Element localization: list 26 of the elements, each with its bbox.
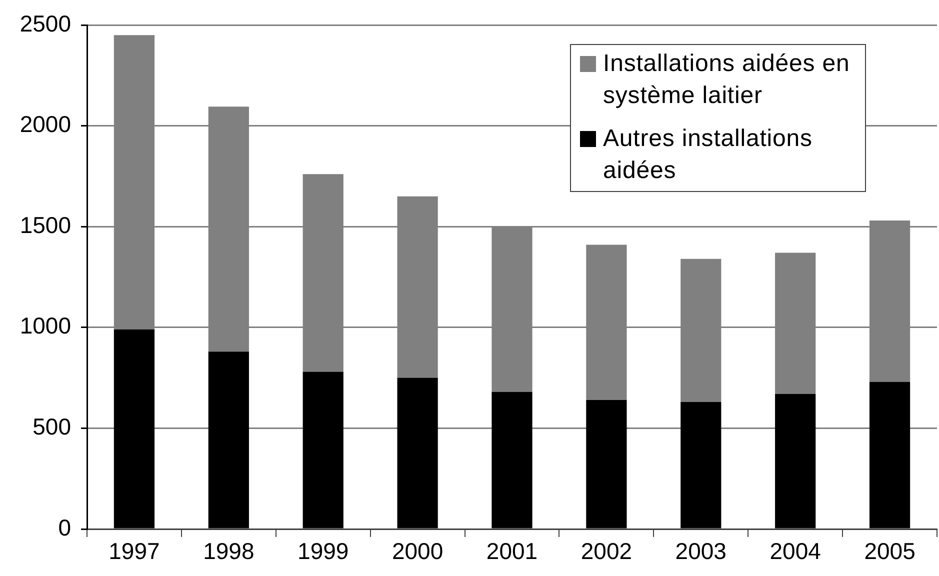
- bar: [492, 392, 532, 528]
- bar: [397, 378, 438, 528]
- legend-label: Autres installations aidées: [603, 124, 814, 186]
- y-tick-label: 500: [32, 414, 71, 440]
- y-tick-label: 2500: [20, 10, 71, 36]
- x-tick-label: 2001: [486, 538, 538, 564]
- y-tick-label: 1000: [20, 312, 71, 339]
- legend-label: Installations aidées en système laitier: [603, 49, 851, 111]
- bar: [586, 400, 627, 528]
- x-tick-label: 2005: [864, 538, 916, 564]
- y-tick-label: 1500: [20, 212, 71, 238]
- x-tick-label: 2004: [770, 538, 822, 564]
- bar: [114, 329, 155, 528]
- x-tick-label: 2002: [580, 538, 632, 564]
- x-tick-label: 2003: [675, 538, 726, 564]
- bar: [680, 402, 722, 528]
- x-tick-label: 1998: [203, 538, 254, 564]
- x-tick-label: 1999: [298, 538, 349, 564]
- x-tick-label: 2000: [392, 538, 444, 564]
- bar: [869, 382, 910, 528]
- y-tick-label: 0: [58, 514, 71, 540]
- bar: [208, 352, 249, 528]
- y-tick-label: 2000: [20, 111, 71, 138]
- bar: [302, 372, 344, 528]
- bar: [775, 394, 816, 528]
- x-tick-label: 1997: [108, 538, 160, 564]
